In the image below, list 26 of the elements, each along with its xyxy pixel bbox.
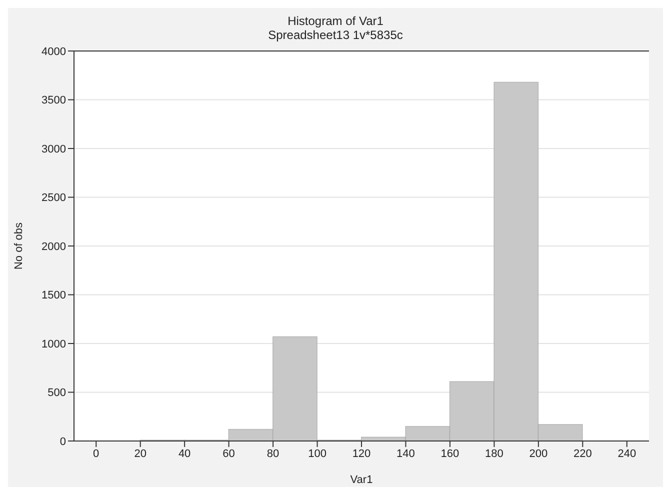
x-tick-label: 0 bbox=[93, 448, 100, 460]
y-tick-label: 4000 bbox=[42, 46, 66, 58]
y-tick-label: 3500 bbox=[42, 94, 66, 107]
y-tick-label: 1500 bbox=[42, 290, 66, 302]
x-tick-label: 120 bbox=[352, 448, 371, 460]
x-tick-label: 160 bbox=[440, 448, 460, 460]
y-tick-label: 2500 bbox=[42, 192, 66, 204]
x-tick-label: 200 bbox=[529, 448, 548, 460]
chart-title: Histogram of Var1 bbox=[286, 14, 384, 28]
y-tick-label: 500 bbox=[48, 387, 66, 400]
x-tick-label: 140 bbox=[396, 448, 415, 460]
chart-subtitle: Spreadsheet13 1v*5835c bbox=[267, 28, 404, 42]
x-tick-label: 40 bbox=[178, 448, 191, 460]
x-tick-label: 20 bbox=[134, 448, 146, 460]
y-tick-label: 2000 bbox=[42, 240, 66, 253]
x-axis-title: Var1 bbox=[350, 474, 373, 486]
y-axis-title: No of obs bbox=[12, 222, 25, 270]
x-tick-label: 180 bbox=[485, 448, 504, 460]
y-tick-label: 1000 bbox=[42, 338, 66, 350]
y-tick-label: 0 bbox=[60, 436, 66, 448]
x-tick-label: 240 bbox=[618, 448, 636, 460]
x-tick-label: 100 bbox=[308, 448, 326, 460]
x-tick-label: 80 bbox=[266, 448, 280, 460]
y-tick-label: 3000 bbox=[42, 143, 66, 156]
x-tick-label: 60 bbox=[222, 448, 235, 460]
x-tick-label: 220 bbox=[573, 448, 592, 460]
